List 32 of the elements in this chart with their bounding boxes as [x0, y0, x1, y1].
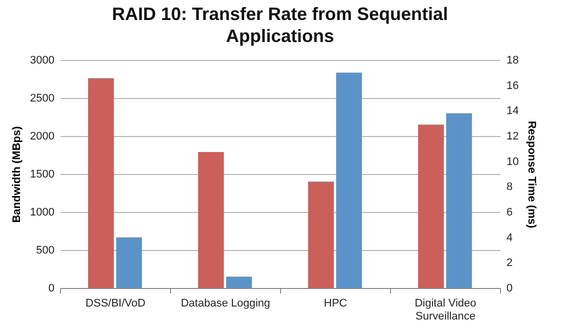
- x-tick-label: HPC: [324, 298, 348, 310]
- y2-tick-label: 18: [506, 54, 519, 66]
- y-tick-label: 500: [36, 244, 54, 256]
- x-tick-label: Database Logging: [180, 298, 270, 310]
- bar: [418, 124, 444, 288]
- y-tick-label: 2500: [30, 92, 54, 104]
- bar: [88, 78, 114, 288]
- y-axis-title: Bandwidth (MBps): [11, 126, 24, 223]
- y-tick-label: 1000: [30, 206, 54, 218]
- y2-tick-label: 8: [506, 181, 513, 194]
- chart-title: RAID 10: Transfer Rate from Sequential Applications: [112, 4, 448, 46]
- bar: [336, 72, 362, 288]
- y-tick-label: 0: [48, 282, 54, 294]
- y2-tick-label: 0: [506, 282, 513, 294]
- y-tick-label: 1500: [30, 168, 54, 180]
- y2-tick-label: 14: [506, 105, 519, 118]
- x-tick-label: Digital Video Surveillance: [414, 298, 476, 322]
- y-tick-label: 3000: [30, 54, 54, 66]
- bar: [226, 276, 252, 288]
- y-tick-label: 2000: [30, 130, 54, 142]
- y2-tick-label: 2: [506, 257, 513, 270]
- y2-tick-label: 6: [506, 206, 513, 218]
- y2-tick-label: 4: [506, 232, 513, 244]
- y2-tick-label: 12: [506, 130, 519, 142]
- y2-tick-label: 16: [506, 80, 519, 92]
- bar: [308, 182, 334, 288]
- x-tick-label: DSS/BI/VoD: [86, 298, 146, 310]
- bar: [446, 113, 472, 288]
- y2-tick-label: 10: [506, 156, 519, 168]
- bar: [116, 237, 142, 288]
- bar: [198, 152, 224, 288]
- y2-axis-title: Response Time (ms): [526, 120, 538, 229]
